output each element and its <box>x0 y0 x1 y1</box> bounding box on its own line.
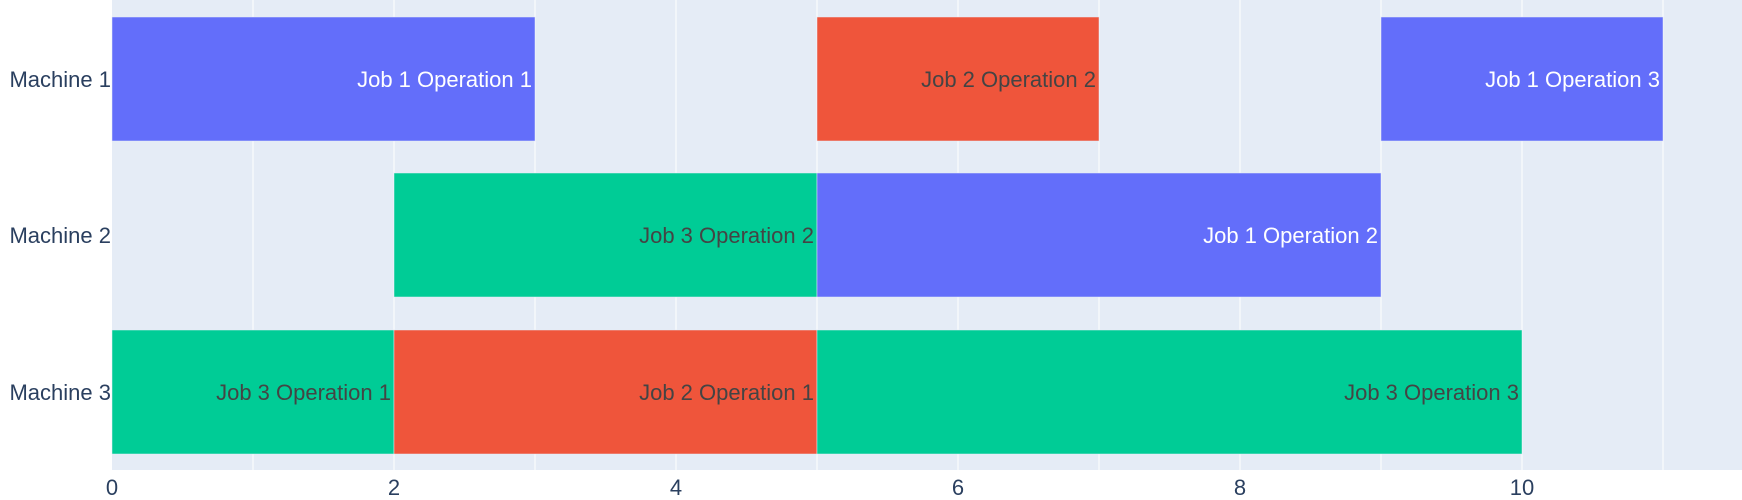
bar-3 <box>1380 16 1664 142</box>
bar-label: Job 2 Operation 1 <box>639 380 814 405</box>
bar-label: Job 3 Operation 1 <box>216 380 391 405</box>
bar-label: Job 3 Operation 2 <box>639 223 814 248</box>
x-tick-label: 0 <box>106 475 118 500</box>
x-tick-label: 8 <box>1234 475 1246 500</box>
bar-label: Job 2 Operation 2 <box>921 67 1096 92</box>
bar-2 <box>816 16 1100 142</box>
bar-label: Job 1 Operation 3 <box>1485 67 1660 92</box>
bar-6 <box>111 329 395 455</box>
x-tick-label: 6 <box>952 475 964 500</box>
bar-label: Job 1 Operation 1 <box>357 67 532 92</box>
bar-label: Job 3 Operation 3 <box>1344 380 1519 405</box>
x-tick-label: 4 <box>670 475 682 500</box>
bar-label: Job 1 Operation 2 <box>1203 223 1378 248</box>
y-tick-label: Machine 3 <box>9 380 111 405</box>
bar-7 <box>393 329 818 455</box>
x-tick-label: 10 <box>1510 475 1534 500</box>
y-tick-label: Machine 2 <box>9 223 111 248</box>
bar-1 <box>111 16 536 142</box>
bar-8 <box>816 329 1523 455</box>
bar-4 <box>393 172 818 298</box>
y-tick-label: Machine 1 <box>9 67 111 92</box>
x-tick-label: 2 <box>388 475 400 500</box>
bar-5 <box>816 172 1382 298</box>
